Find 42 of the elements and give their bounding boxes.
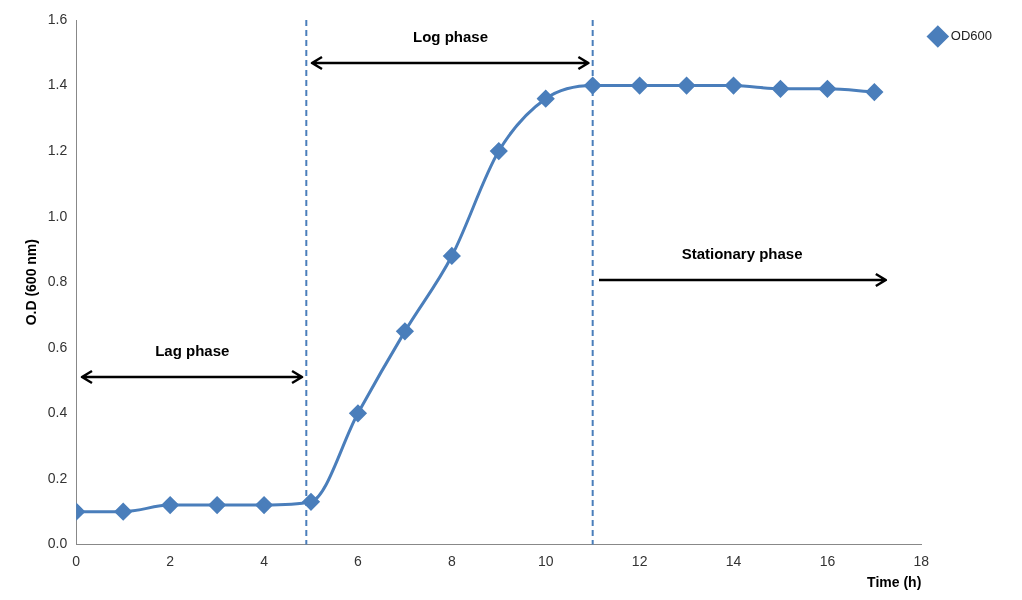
point <box>208 496 226 514</box>
annotation: Lag phase <box>155 341 230 359</box>
point <box>443 247 461 265</box>
y-tick-label: 1.6 <box>47 10 68 27</box>
x-tick-label: 6 <box>354 552 363 569</box>
annotation: Stationary phase <box>681 244 803 262</box>
x-tick-label: 2 <box>166 552 175 569</box>
x-tick-label: 10 <box>537 552 554 569</box>
x-tick-label: 16 <box>819 552 836 569</box>
y-axis-title: O.D (600 nm) <box>23 239 40 326</box>
x-tick-label: 8 <box>447 552 456 569</box>
y-tick-label: 0.4 <box>47 404 68 421</box>
y-tick-label: 1.0 <box>47 207 68 224</box>
point <box>678 77 696 95</box>
y-tick-label: 1.2 <box>47 141 68 158</box>
point <box>161 496 179 514</box>
point <box>584 77 602 95</box>
point <box>537 90 555 108</box>
x-tick-label: 12 <box>631 552 648 569</box>
y-tick-label: 0.8 <box>47 273 68 290</box>
y-tick-label: 0.0 <box>47 535 68 552</box>
point <box>725 77 743 95</box>
annotation: Log phase <box>412 27 488 45</box>
x-tick-label: 18 <box>913 552 930 569</box>
point <box>490 142 508 160</box>
point <box>865 83 883 101</box>
y-tick-label: 0.2 <box>47 469 68 486</box>
legend-label: OD600 <box>950 28 993 44</box>
point <box>302 493 320 511</box>
y-tick-label: 0.6 <box>47 338 68 355</box>
x-tick-label: 14 <box>725 552 742 569</box>
point <box>818 80 836 98</box>
x-tick-label: 4 <box>260 552 269 569</box>
point <box>255 496 273 514</box>
point <box>114 503 132 521</box>
point <box>349 404 367 422</box>
x-axis-title: Time (h) <box>867 574 922 591</box>
y-tick-label: 1.4 <box>47 76 68 93</box>
point <box>771 80 789 98</box>
point <box>631 77 649 95</box>
x-tick-label: 0 <box>72 552 81 569</box>
point <box>396 322 414 340</box>
